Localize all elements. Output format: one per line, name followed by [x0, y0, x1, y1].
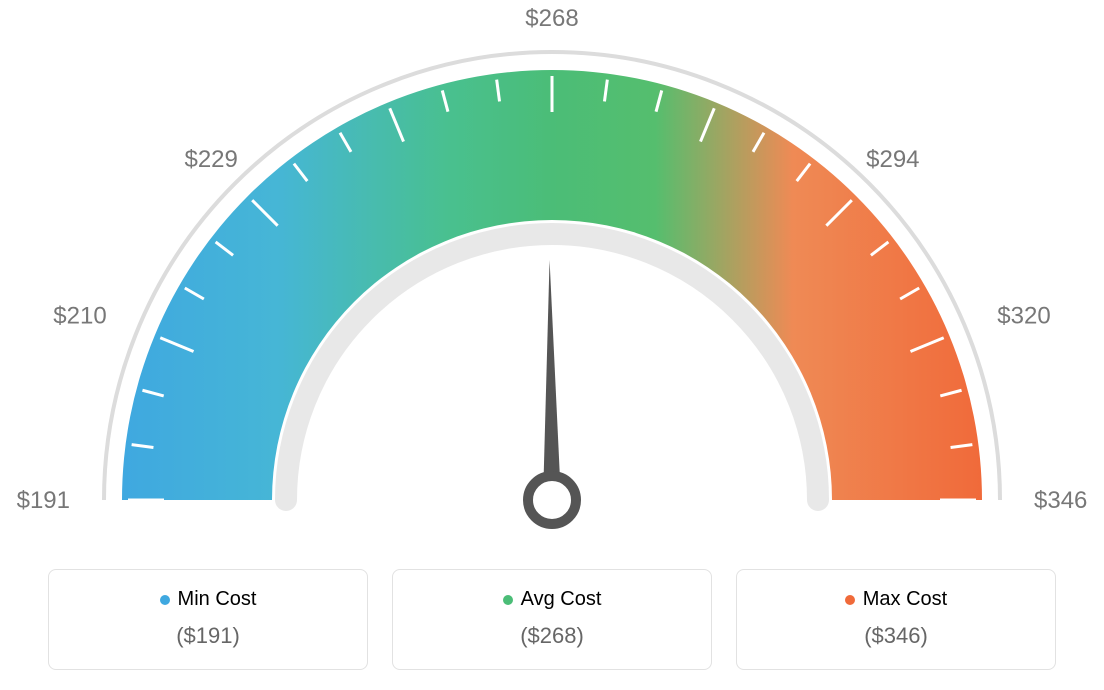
legend-max-label: Max Cost [863, 588, 947, 611]
legend-avg-title: Avg Cost [503, 588, 602, 611]
gauge-svg: $191 $210 $229 $268 $294 $320 $346 [0, 0, 1104, 560]
legend-min-title: Min Cost [160, 588, 257, 611]
svg-text:$210: $210 [53, 303, 106, 330]
svg-text:$229: $229 [184, 146, 237, 173]
legend-min-value: ($191) [49, 623, 367, 649]
legend-min-card: Min Cost ($191) [48, 569, 368, 670]
svg-text:$346: $346 [1034, 487, 1087, 514]
svg-text:$294: $294 [866, 146, 919, 173]
svg-text:$320: $320 [997, 303, 1050, 330]
dot-avg-icon [503, 595, 513, 605]
legend-row: Min Cost ($191) Avg Cost ($268) Max Cost… [0, 569, 1104, 670]
legend-avg-value: ($268) [393, 623, 711, 649]
legend-avg-card: Avg Cost ($268) [392, 569, 712, 670]
legend-max-card: Max Cost ($346) [736, 569, 1056, 670]
svg-text:$191: $191 [17, 487, 70, 514]
dot-max-icon [845, 595, 855, 605]
legend-avg-label: Avg Cost [521, 588, 602, 611]
legend-max-title: Max Cost [845, 588, 947, 611]
legend-min-label: Min Cost [178, 588, 257, 611]
cost-gauge: $191 $210 $229 $268 $294 $320 $346 [0, 0, 1104, 560]
svg-text:$268: $268 [525, 5, 578, 32]
legend-max-value: ($346) [737, 623, 1055, 649]
dot-min-icon [160, 595, 170, 605]
